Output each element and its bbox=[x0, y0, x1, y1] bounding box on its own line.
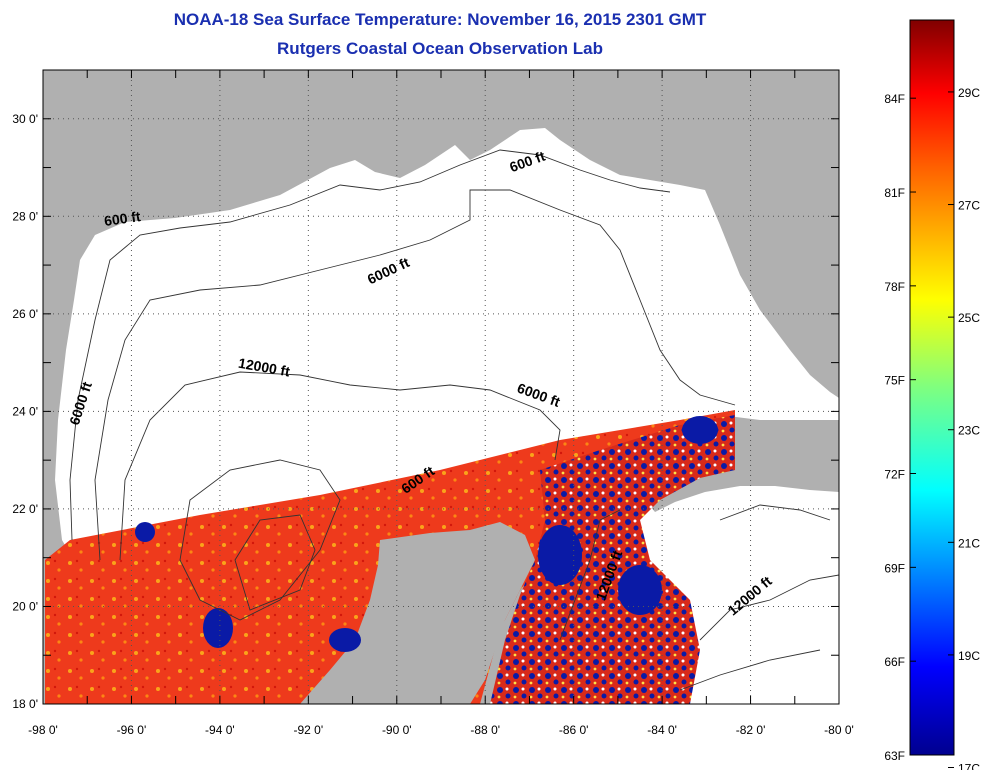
x-tick-label: -80 0' bbox=[824, 723, 854, 737]
colorbar-label-f: 69F bbox=[884, 561, 905, 575]
colorbar-label-c: 23C bbox=[958, 424, 980, 438]
colorbar-label-f: 81F bbox=[884, 186, 905, 200]
colorbar bbox=[909, 19, 955, 756]
x-tick-label: -92 0' bbox=[294, 723, 324, 737]
bathymetry-contours bbox=[69, 149, 839, 691]
y-tick-label: 20 0' bbox=[12, 599, 38, 613]
x-tick-label: -96 0' bbox=[117, 723, 147, 737]
colorbar-label-f: 72F bbox=[884, 468, 905, 482]
colorbar-label-f: 63F bbox=[884, 749, 905, 763]
y-tick-label: 18 0' bbox=[12, 697, 38, 711]
colorbar-label-c: 17C bbox=[958, 762, 980, 770]
cold-patch bbox=[538, 525, 582, 585]
sst-cloud-region bbox=[490, 415, 735, 704]
y-tick-label: 26 0' bbox=[12, 307, 38, 321]
x-tick-label: -98 0' bbox=[28, 723, 58, 737]
colorbar-label-c: 21C bbox=[958, 536, 980, 550]
cold-patch bbox=[203, 608, 233, 648]
contour-label: 600 ft bbox=[103, 208, 142, 229]
colorbar-label-c: 27C bbox=[958, 199, 980, 213]
x-tick-label: -90 0' bbox=[382, 723, 412, 737]
cold-patch bbox=[618, 565, 662, 615]
cold-patch bbox=[682, 416, 718, 444]
axes: -98 0' -96 0' -94 0' -92 0' -90 0' -88 0' -86 … bbox=[12, 69, 854, 737]
colorbar-label-f: 75F bbox=[884, 374, 905, 388]
x-tick-label: -88 0' bbox=[470, 723, 500, 737]
cold-patch bbox=[329, 628, 361, 652]
cold-patch bbox=[135, 522, 155, 542]
cuba bbox=[645, 468, 839, 512]
y-tick-label: 30 0' bbox=[12, 112, 38, 126]
map-area bbox=[43, 70, 839, 704]
colorbar-label-c: 19C bbox=[958, 649, 980, 663]
x-tick-label: -84 0' bbox=[647, 723, 677, 737]
map-title: NOAA-18 Sea Surface Temperature: Novembe… bbox=[173, 10, 707, 29]
x-tick-label: -94 0' bbox=[205, 723, 235, 737]
x-tick-label: -82 0' bbox=[736, 723, 766, 737]
yucatan bbox=[300, 522, 535, 704]
colorbar-label-f: 66F bbox=[884, 655, 905, 669]
y-tick-label: 24 0' bbox=[12, 404, 38, 418]
y-tick-label: 28 0' bbox=[12, 209, 38, 223]
y-tick-label: 22 0' bbox=[12, 502, 38, 516]
x-tick-label: -86 0' bbox=[559, 723, 589, 737]
colorbar-label-f: 78F bbox=[884, 280, 905, 294]
colorbar-label-f: 84F bbox=[884, 92, 905, 106]
colorbar-label-c: 25C bbox=[958, 311, 980, 325]
colorbar-ticks: 84F 81F 78F 75F 72F 69F 66F 63F 29C 27C 25C 23C 21C 1… bbox=[884, 86, 980, 770]
map-subtitle: Rutgers Coastal Ocean Observation Lab bbox=[277, 39, 603, 58]
graticule bbox=[43, 70, 839, 704]
florida bbox=[700, 70, 839, 372]
colorbar-label-c: 29C bbox=[958, 86, 980, 100]
